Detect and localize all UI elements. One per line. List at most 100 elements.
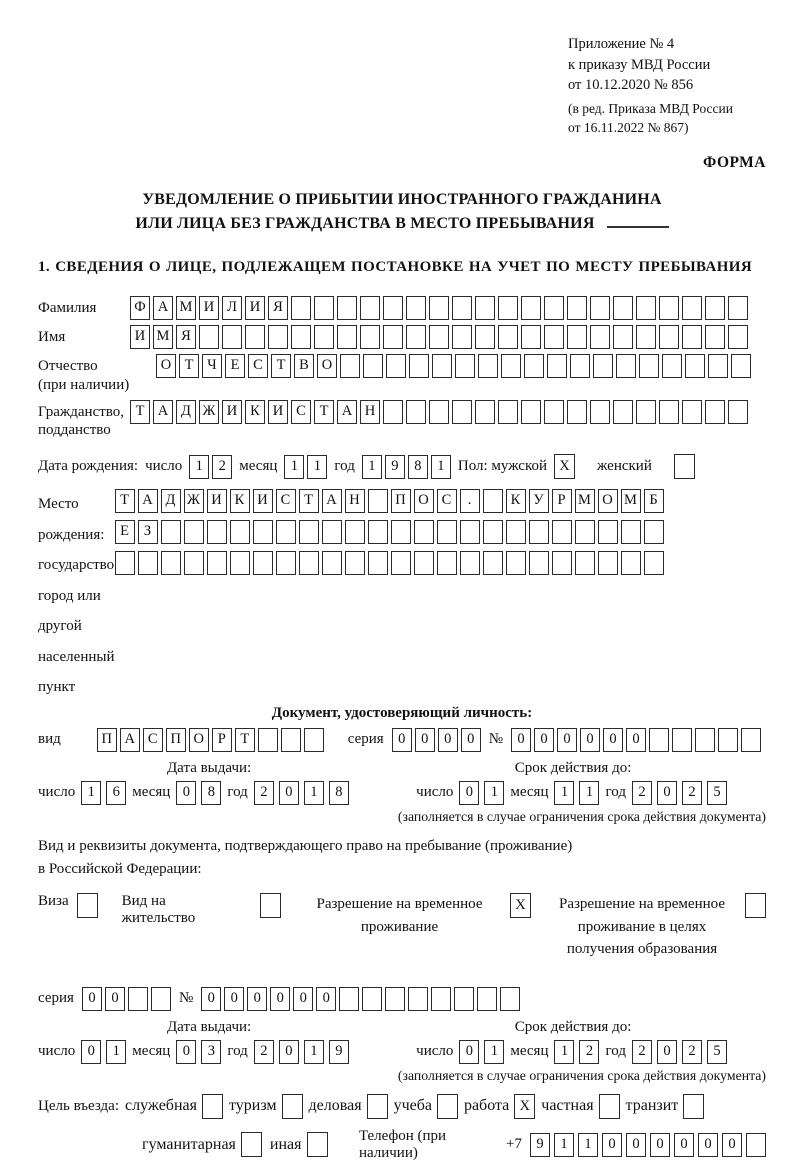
char-cell[interactable]: 8 [407, 454, 428, 479]
char-cell[interactable] [613, 296, 633, 321]
purpose-other-checkbox[interactable] [306, 1132, 328, 1158]
char-cell[interactable] [206, 551, 227, 576]
char-cell[interactable] [639, 354, 659, 379]
char-cell[interactable]: П [96, 727, 117, 752]
char-cell[interactable] [590, 325, 610, 350]
char-cell[interactable]: Ж [183, 489, 204, 514]
char-cell[interactable]: 1 [484, 780, 505, 805]
char-cell[interactable] [344, 520, 365, 545]
char-cell[interactable] [363, 354, 383, 379]
char-cell[interactable] [659, 296, 679, 321]
char-cell[interactable] [505, 520, 526, 545]
char-cell[interactable]: 1 [284, 454, 305, 479]
char-cell[interactable]: 2 [212, 454, 233, 479]
char-cell[interactable]: 1 [484, 1039, 505, 1064]
char-cell[interactable]: 1 [578, 1132, 598, 1157]
char-cell[interactable]: Д [160, 489, 181, 514]
char-cell[interactable]: Р [211, 727, 232, 752]
char-cell[interactable] [340, 354, 360, 379]
char-cell[interactable] [406, 399, 426, 424]
char-cell[interactable]: О [188, 727, 209, 752]
char-cell[interactable] [528, 520, 549, 545]
char-cell[interactable]: 0 [270, 986, 291, 1011]
char-cell[interactable] [321, 551, 342, 576]
char-cell[interactable]: 0 [278, 1039, 299, 1064]
char-cell[interactable] [429, 296, 449, 321]
char-cell[interactable] [436, 520, 457, 545]
char-cell[interactable]: 9 [530, 1132, 550, 1157]
char-cell[interactable] [298, 520, 319, 545]
char-cell[interactable] [597, 551, 618, 576]
char-cell[interactable]: О [156, 354, 176, 379]
char-cell[interactable]: Т [298, 489, 319, 514]
char-cell[interactable]: 0 [534, 727, 554, 752]
char-cell[interactable] [741, 727, 761, 752]
residence-permit-checkbox[interactable] [260, 893, 281, 919]
char-cell[interactable] [160, 551, 181, 576]
char-cell[interactable]: З [137, 520, 158, 545]
char-cell[interactable]: О [317, 354, 337, 379]
char-cell[interactable]: С [291, 399, 311, 424]
char-cell[interactable] [475, 296, 495, 321]
char-cell[interactable]: Л [222, 296, 242, 321]
char-cell[interactable] [344, 551, 365, 576]
char-cell[interactable]: М [153, 325, 173, 350]
char-cell[interactable]: 0 [293, 986, 314, 1011]
purpose-private-checkbox[interactable] [598, 1093, 620, 1119]
char-cell[interactable] [613, 325, 633, 350]
char-cell[interactable]: И [206, 489, 227, 514]
char-cell[interactable]: Т [271, 354, 291, 379]
char-cell[interactable] [150, 986, 171, 1011]
char-cell[interactable] [245, 325, 265, 350]
char-cell[interactable]: 0 [176, 780, 197, 805]
char-cell[interactable]: Т [234, 727, 255, 752]
char-cell[interactable] [659, 325, 679, 350]
char-cell[interactable] [436, 551, 457, 576]
purpose-official-checkbox[interactable] [201, 1093, 223, 1119]
purpose-work-checkbox[interactable]: X [514, 1093, 536, 1119]
char-cell[interactable]: 0 [650, 1132, 670, 1157]
char-cell[interactable] [705, 296, 725, 321]
purpose-study-checkbox[interactable] [436, 1093, 458, 1119]
char-cell[interactable] [314, 325, 334, 350]
char-cell[interactable]: 0 [104, 986, 125, 1011]
char-cell[interactable] [620, 551, 641, 576]
char-cell[interactable] [452, 296, 472, 321]
char-cell[interactable] [114, 551, 135, 576]
char-cell[interactable] [544, 399, 564, 424]
char-cell[interactable]: 0 [81, 1039, 102, 1064]
char-cell[interactable] [649, 727, 669, 752]
char-cell[interactable]: Т [130, 399, 150, 424]
purpose-transit-checkbox[interactable] [683, 1093, 705, 1119]
char-cell[interactable]: 1 [361, 454, 382, 479]
char-cell[interactable]: 3 [201, 1039, 222, 1064]
char-cell[interactable] [408, 986, 429, 1011]
char-cell[interactable] [718, 727, 738, 752]
char-cell[interactable]: 0 [201, 986, 222, 1011]
char-cell[interactable] [705, 399, 725, 424]
char-cell[interactable]: 2 [253, 780, 274, 805]
char-cell[interactable] [229, 520, 250, 545]
char-cell[interactable]: К [229, 489, 250, 514]
char-cell[interactable] [708, 354, 728, 379]
char-cell[interactable] [636, 296, 656, 321]
char-cell[interactable] [360, 325, 380, 350]
char-cell[interactable] [544, 296, 564, 321]
char-cell[interactable] [321, 520, 342, 545]
char-cell[interactable] [475, 325, 495, 350]
char-cell[interactable]: 1 [106, 1039, 127, 1064]
char-cell[interactable]: 0 [459, 1039, 480, 1064]
char-cell[interactable]: В [294, 354, 314, 379]
char-cell[interactable] [662, 354, 682, 379]
char-cell[interactable]: 0 [603, 727, 623, 752]
char-cell[interactable] [268, 325, 288, 350]
char-cell[interactable] [500, 986, 521, 1011]
char-cell[interactable] [672, 727, 692, 752]
char-cell[interactable] [252, 551, 273, 576]
char-cell[interactable]: И [130, 325, 150, 350]
char-cell[interactable]: Н [344, 489, 365, 514]
char-cell[interactable]: 1 [303, 1039, 324, 1064]
char-cell[interactable]: 0 [247, 986, 268, 1011]
char-cell[interactable] [275, 520, 296, 545]
char-cell[interactable] [337, 325, 357, 350]
